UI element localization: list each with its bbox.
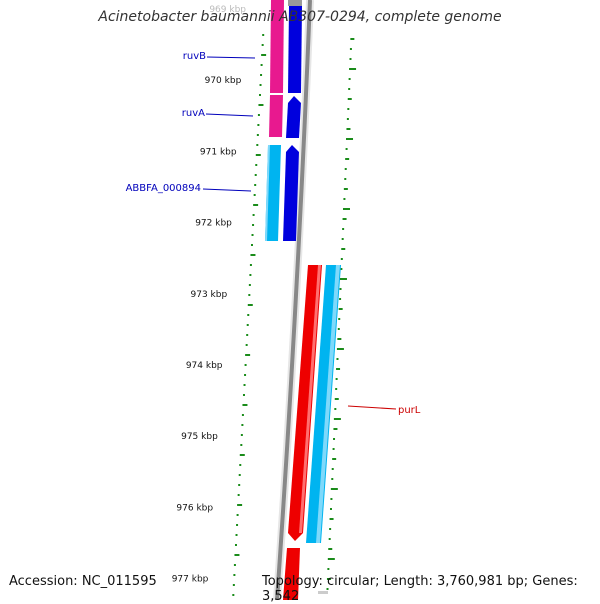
- gene-stub-bottom: [318, 591, 328, 594]
- ABBFA_000894-leader-line: [202, 188, 252, 192]
- gene-label-ruvA[interactable]: ruvA: [182, 108, 205, 119]
- gc-content-track: [232, 34, 357, 596]
- genome-backbone: [275, 0, 312, 600]
- gene-ABBFA_000894-feature[interactable]: [283, 145, 299, 241]
- cds-ruvB-feature[interactable]: [270, 0, 284, 93]
- gene-purL-highlight: [299, 265, 321, 533]
- gene-label-ABBFA_000894[interactable]: ABBFA_000894: [126, 183, 201, 194]
- cds-ruvA-feature[interactable]: [269, 95, 283, 137]
- kbp-tick-label: 974 kbp: [186, 361, 223, 371]
- kbp-tick-label: 969 kbp: [209, 5, 246, 15]
- kbp-tick-label: 971 kbp: [200, 147, 237, 157]
- ruvB-leader-line: [206, 56, 256, 59]
- gene-label-ruvB[interactable]: ruvB: [183, 51, 206, 62]
- kbp-ticks: 969 kbp 970 kbp 971 kbp 972 kbp 973 kbp 974 k…: [172, 5, 247, 585]
- gene-ruvA-feature[interactable]: [286, 96, 301, 138]
- kbp-tick-label: 970 kbp: [205, 76, 242, 86]
- kbp-tick-label: 973 kbp: [191, 290, 228, 300]
- cds-ABBFA_000894-edge: [265, 145, 270, 241]
- gene-next-feature[interactable]: [283, 548, 300, 600]
- purL-leader-line: [347, 405, 397, 410]
- gene-label-purL[interactable]: purL: [398, 405, 421, 416]
- cds-purL-highlight: [316, 265, 340, 543]
- gene-ruvB-feature[interactable]: [288, 6, 302, 93]
- accession-text: Accession: NC_011595: [9, 574, 157, 589]
- kbp-tick-label: 977 kbp: [172, 575, 209, 585]
- map-title: Acinetobacter baumannii AB307-0294, comp…: [98, 9, 502, 25]
- ruvA-leader-line: [205, 113, 254, 117]
- gene-stub-top: [288, 0, 302, 6]
- kbp-tick-label: 976 kbp: [176, 503, 213, 513]
- kbp-tick-label: 972 kbp: [195, 219, 232, 229]
- kbp-tick-label: 975 kbp: [181, 432, 218, 442]
